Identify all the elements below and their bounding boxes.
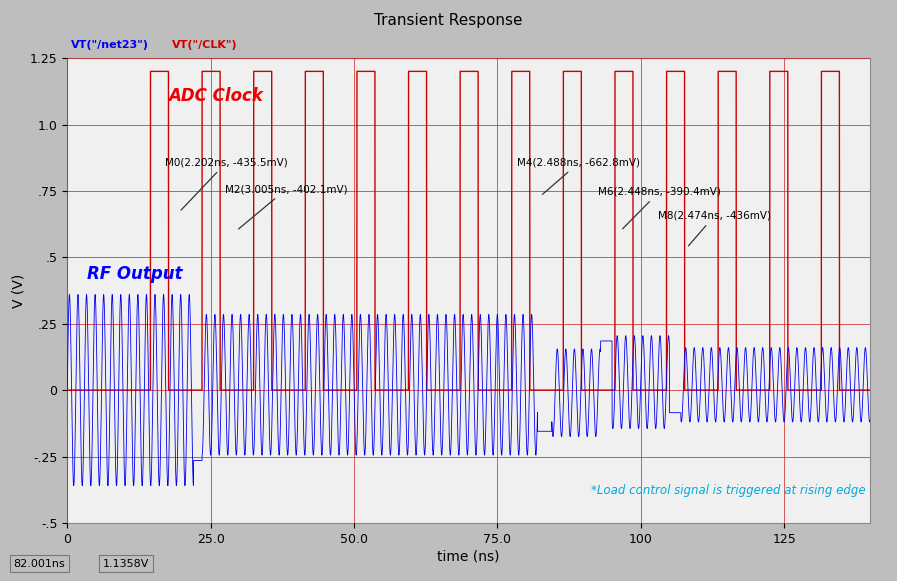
Text: M6(2.448ns, -390.4mV): M6(2.448ns, -390.4mV) <box>597 187 720 229</box>
Text: RF Output: RF Output <box>87 264 183 282</box>
Text: *Load control signal is triggered at rising edge: *Load control signal is triggered at ris… <box>591 485 867 497</box>
Y-axis label: V (V): V (V) <box>12 274 26 307</box>
Text: M0(2.202ns, -435.5mV): M0(2.202ns, -435.5mV) <box>165 157 288 210</box>
Text: Transient Response: Transient Response <box>374 13 523 28</box>
Text: VT("/CLK"): VT("/CLK") <box>171 40 238 50</box>
Text: ADC Clock: ADC Clock <box>168 87 263 105</box>
Text: M2(3.005ns, -402.1mV): M2(3.005ns, -402.1mV) <box>225 184 348 229</box>
Text: VT("/net23"): VT("/net23") <box>71 40 149 50</box>
Text: M4(2.488ns, -662.8mV): M4(2.488ns, -662.8mV) <box>518 157 640 195</box>
Text: 1.1358V: 1.1358V <box>103 558 150 569</box>
Text: M8(2.474ns, -436mV): M8(2.474ns, -436mV) <box>658 211 771 246</box>
Text: 82.001ns: 82.001ns <box>13 558 65 569</box>
X-axis label: time (ns): time (ns) <box>438 550 500 564</box>
